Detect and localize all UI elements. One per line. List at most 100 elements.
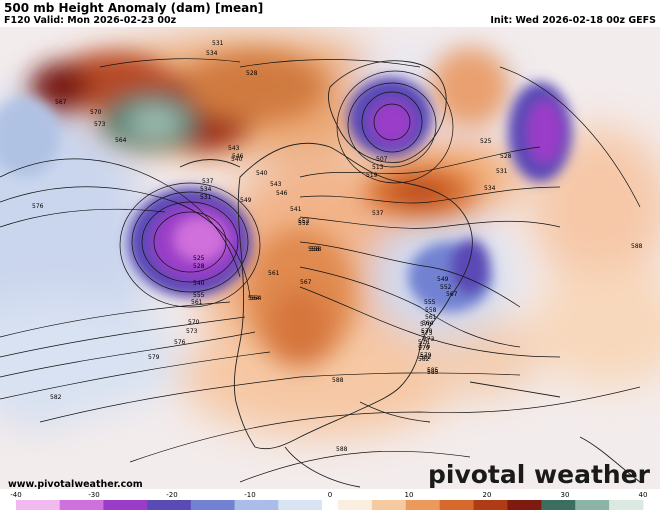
contour-label: 540 xyxy=(256,170,268,177)
negative-swatch xyxy=(201,500,214,510)
contour-label: 570 xyxy=(188,319,200,326)
contour-label: 561 xyxy=(191,299,203,306)
map-header: 500 mb Height Anomaly (dam) [mean] F120 … xyxy=(0,0,660,27)
colorbar-svg: -40 -30 -20 -10 0 10 20 30 40 xyxy=(10,491,647,510)
contour-label: 588 xyxy=(332,377,344,384)
contour-label: 585 xyxy=(427,369,439,376)
colorbar-tick: 40 xyxy=(639,491,648,499)
negative-swatch xyxy=(300,500,312,510)
contour-label: 528 xyxy=(500,153,512,160)
colorbar-ticks: -40 -30 -20 -10 0 10 20 30 40 xyxy=(10,491,647,499)
contour-label: 507 xyxy=(376,156,388,163)
positive-swatch xyxy=(634,500,644,510)
contour-label: 555 xyxy=(193,292,205,299)
positive-swatch xyxy=(456,500,466,510)
contour-label: 525 xyxy=(193,255,205,262)
positive-swatch xyxy=(439,500,449,510)
contour-label: 519 xyxy=(366,172,378,179)
negative-swatch xyxy=(278,500,290,510)
contour-label: 573 xyxy=(94,121,106,128)
positive-swatch xyxy=(498,500,508,510)
positive-swatch xyxy=(473,500,483,510)
contour-label: 564 xyxy=(248,295,260,302)
negative-swatch xyxy=(48,500,61,510)
contour-label: 576 xyxy=(174,339,186,346)
negative-swatch xyxy=(81,500,93,510)
positive-swatch xyxy=(549,500,559,510)
positive-swatch xyxy=(380,500,390,510)
positive-swatch xyxy=(507,500,517,510)
contour-label: 534 xyxy=(200,186,212,193)
positive-swatch xyxy=(617,500,627,510)
contour-label: 564 xyxy=(250,295,262,302)
negative-swatch xyxy=(190,500,203,510)
contour-label: 579 xyxy=(148,354,160,361)
negative-swatch xyxy=(179,500,192,510)
negative-swatch xyxy=(147,500,159,510)
contour-label: 570 xyxy=(421,328,433,335)
contour-label-group: 531 534 528 567 570 573 564 576 537 534 … xyxy=(32,40,643,453)
contour-label: 567 xyxy=(300,279,312,286)
colorbar-tick: -20 xyxy=(166,491,177,499)
negative-swatch xyxy=(256,500,268,510)
positive-swatch xyxy=(405,500,415,510)
positive-swatch xyxy=(566,500,576,510)
contour-label: 549 xyxy=(240,197,252,204)
contour-label: 576 xyxy=(419,343,431,350)
contour-label: 564 xyxy=(422,320,434,327)
init-time: Init: Wed 2026-02-18 00z GEFS xyxy=(490,15,656,26)
negative-swatch xyxy=(92,500,104,510)
contour-label: 549 xyxy=(437,276,449,283)
colorbar-tick: -30 xyxy=(88,491,99,499)
colorbar-tick: -40 xyxy=(10,491,21,499)
negative-swatch xyxy=(125,500,137,510)
negative-swatch xyxy=(311,500,323,510)
contour-label: 570 xyxy=(90,109,102,116)
contour-label: 579 xyxy=(418,345,430,352)
contour-label: 567 xyxy=(446,291,458,298)
contour-label: 546 xyxy=(232,153,244,160)
positive-swatch xyxy=(448,500,458,510)
positive-swatch xyxy=(575,500,585,510)
positive-swatch xyxy=(609,500,618,510)
brand-logo: pivotal weather xyxy=(428,460,650,489)
positive-swatch xyxy=(558,500,568,510)
contour-label: 579 xyxy=(420,352,432,359)
negative-swatch xyxy=(70,500,82,510)
contour-label: 573 xyxy=(421,330,433,337)
contour-label: 564 xyxy=(115,137,127,144)
colorbar-tick: 0 xyxy=(328,491,332,499)
contour-label: 531 xyxy=(200,194,212,201)
contour-label: 582 xyxy=(50,394,62,401)
contour-label: 537 xyxy=(372,210,384,217)
contour-label: 582 xyxy=(418,356,430,363)
contour-label: 534 xyxy=(484,185,496,192)
contour-label: 573 xyxy=(423,336,435,343)
contour-label: 537 xyxy=(202,178,214,185)
negative-swatch xyxy=(245,500,257,510)
contour-label: 561 xyxy=(268,270,280,277)
positive-swatch xyxy=(431,500,441,510)
contour-label: 552 xyxy=(298,220,310,227)
positive-swatch xyxy=(388,500,398,510)
positive-swatch xyxy=(592,500,602,510)
positive-swatch xyxy=(371,500,381,510)
contour-label: 534 xyxy=(206,50,218,57)
negative-swatch xyxy=(103,500,115,510)
website-url: www.pivotalweather.com xyxy=(8,479,143,490)
positive-swatch xyxy=(524,500,534,510)
negative-swatch xyxy=(169,500,181,510)
contour-label: 531 xyxy=(212,40,224,47)
contour-label: 558 xyxy=(308,246,320,253)
negative-swatch xyxy=(26,500,39,510)
contour-label: 525 xyxy=(480,138,492,145)
negative-swatch xyxy=(114,500,126,510)
colorbar-tick: 30 xyxy=(561,491,570,499)
contour-label: 531 xyxy=(496,168,508,175)
colorbar-tick: 10 xyxy=(405,491,414,499)
contour-label: 567 xyxy=(55,99,67,106)
contour-label: 543 xyxy=(270,181,282,188)
contour-label: 546 xyxy=(276,190,288,197)
contour-label: 585 xyxy=(427,367,439,374)
positive-swatch xyxy=(515,500,525,510)
